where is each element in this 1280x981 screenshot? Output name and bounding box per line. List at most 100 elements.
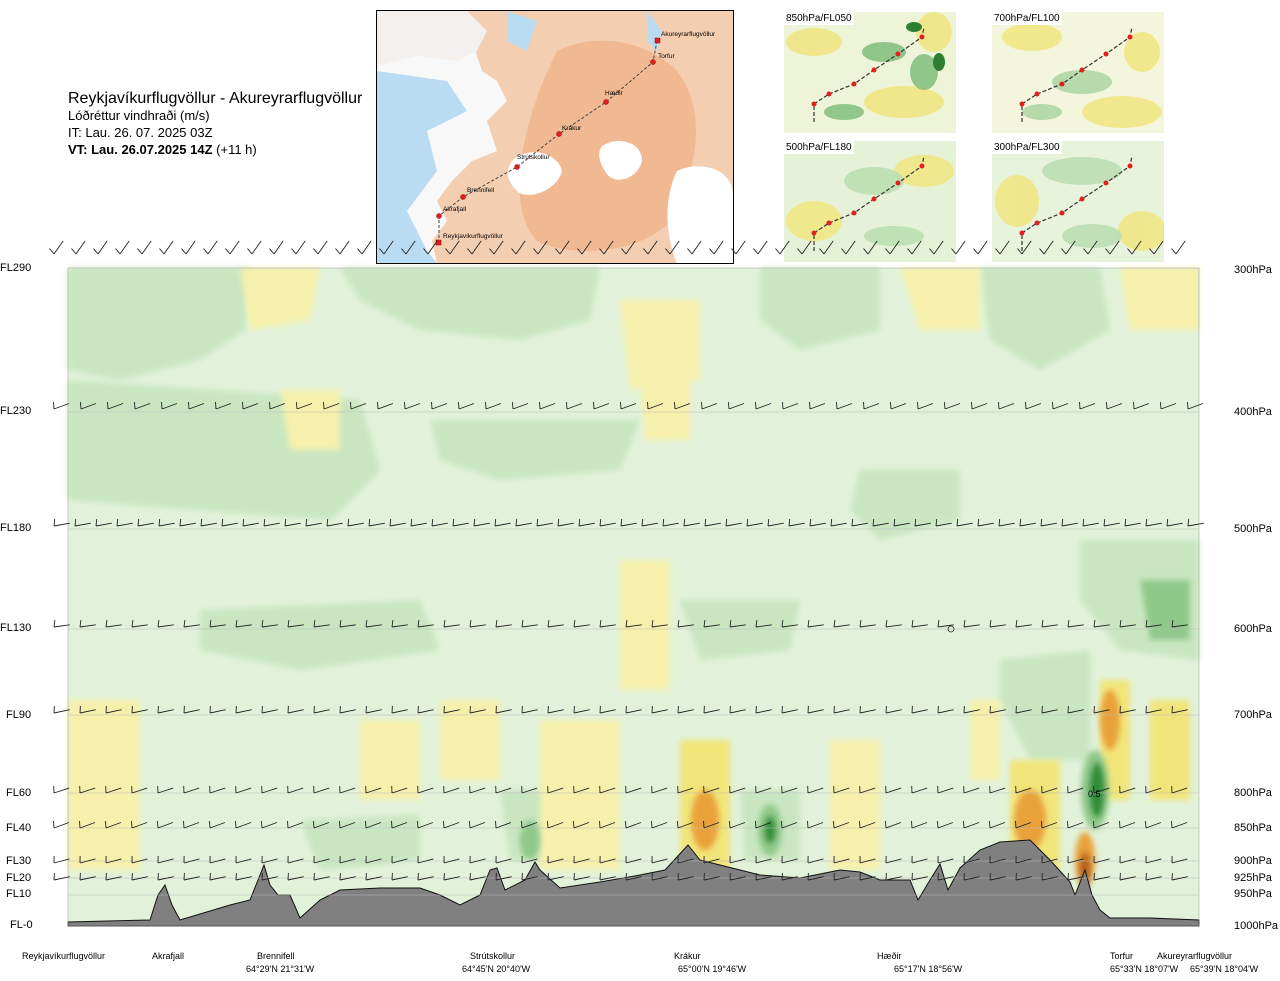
wind-barb [746,518,763,527]
wind-barb [261,855,278,864]
map-point-akrafjall [436,213,442,219]
map-point-haedir [603,99,609,105]
wind-barb [963,872,980,881]
wind-barb [235,820,252,829]
map-point-akureyri [654,37,661,44]
fl-label-230: FL230 [0,405,32,417]
wind-barb [729,872,746,881]
wind-barb [677,785,694,794]
wind-barb [937,705,954,714]
wind-barb [1145,518,1162,527]
wind-barb [703,855,720,864]
wind-barb [536,518,553,527]
wind-barb [963,820,980,829]
map-label-akureyri: Akureyrarflugvöllur [661,31,716,38]
map-point-torfur [650,59,656,65]
wind-barb [989,785,1006,794]
wind-barb [641,518,658,527]
wind-barb [287,855,304,864]
terrain-profile [67,839,1200,927]
wind-barb [495,820,512,829]
wind-barb [261,820,278,829]
wind-barb [365,620,382,628]
wind-barb [809,401,826,410]
wind-barb [53,872,70,881]
wind-barb [677,820,694,829]
wind-barb [677,620,694,628]
wind-barb [625,705,642,714]
wind-barb [1149,240,1164,255]
wind-barb [1160,401,1177,410]
wind-barb [687,240,702,255]
wind-barb [1119,785,1136,794]
wind-barb [599,705,616,714]
wind-barb [1119,872,1136,881]
wind-barb [95,518,112,527]
wind-barb [998,518,1015,527]
wind-barb [937,820,954,829]
wind-barb [391,785,408,794]
wind-barb [729,855,746,864]
wind-barb [755,855,772,864]
wind-barb [417,820,434,829]
wind-barb [859,785,876,794]
wind-barb [767,518,784,527]
wind-barb [781,620,798,628]
wind-barb [1015,820,1032,829]
wind-barb [625,620,642,628]
wind-barb [621,240,636,255]
wind-barb [1015,705,1032,714]
wind-barb [914,518,931,527]
wind-barb [1041,705,1058,714]
wind-barb [183,855,200,864]
wind-barb [731,240,746,255]
location-name-akrafjall: Akrafjall [152,951,185,961]
wind-barb [473,518,490,527]
wind-barb [443,872,460,881]
wind-barb [859,872,876,881]
wind-barb [521,620,538,628]
wind-barb [1019,518,1036,527]
wind-barb [651,872,668,881]
wind-barb [287,620,304,628]
wind-barb [775,240,790,255]
wind-barb [1145,872,1162,881]
wind-barb [863,240,878,255]
wind-barb [417,620,434,628]
hpa-label-900: 900hPa [1234,855,1272,867]
wind-barb [313,820,330,829]
map-label-haedir: Hæðir [605,89,624,97]
route-title: Reykjavíkurflugvöllur - Akureyrarflugvöl… [68,90,363,107]
wind-barb [183,872,200,881]
wind-barb [1133,401,1150,410]
wind-barb [357,240,372,255]
wind-barb [443,620,460,628]
wind-barb [929,240,944,255]
wind-barb [183,705,200,714]
wind-barb [368,518,385,527]
wind-barb [704,518,721,527]
wind-barb [235,872,252,881]
wind-barb [1119,705,1136,714]
wind-barb [1171,855,1188,864]
wind-barb [911,785,928,794]
hpa-label-700: 700hPa [1234,709,1272,721]
wind-barb [995,240,1010,255]
wind-barb [885,820,902,829]
wind-barb [1061,518,1078,527]
wind-barb [391,705,408,714]
inset-map-300: 300hPa/FL300 [992,141,1166,262]
wind-barb [365,872,382,881]
wind-barb [547,855,564,864]
wind-barb [1067,872,1084,881]
wind-barb [53,401,70,410]
location-coord-strutskollur: 64°45'N 20°40'W [462,964,531,974]
wind-barb [788,518,805,527]
wind-barb [261,872,278,881]
wind-barb [287,785,304,794]
wind-barb [131,705,148,714]
wind-barb [131,620,148,628]
map-label-torfur: Torfur [658,53,675,60]
wind-barb [1093,872,1110,881]
wind-barb [225,240,240,255]
